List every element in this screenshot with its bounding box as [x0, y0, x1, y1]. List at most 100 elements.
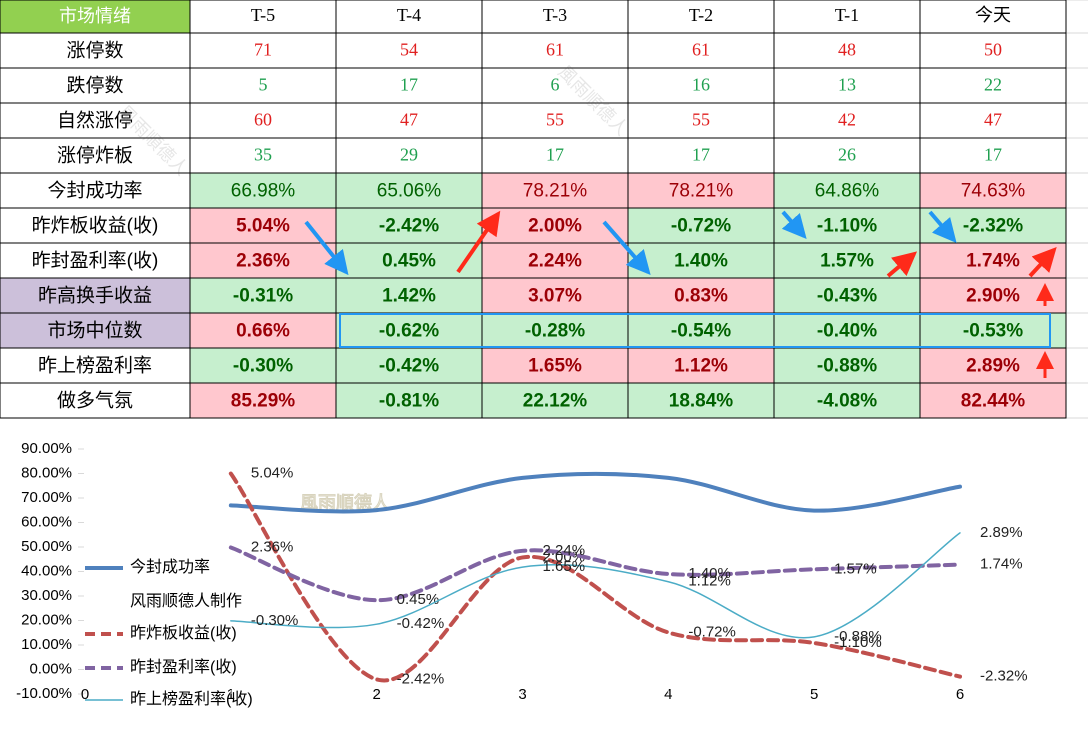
cell-value: 60	[254, 110, 272, 130]
data-label: 1.40%	[688, 565, 731, 582]
row-label: 今封成功率	[47, 180, 142, 202]
arrow	[304, 220, 349, 276]
cell	[627, 207, 775, 244]
row-label-cell	[0, 312, 191, 349]
cell	[481, 347, 629, 384]
y-tick-label: 80.00%	[21, 464, 72, 481]
cell-value: 2.36%	[236, 251, 290, 272]
cell-value: 1.74%	[966, 251, 1020, 272]
cell-value: 1.65%	[528, 356, 582, 377]
y-tick-label: -10.00%	[16, 685, 72, 702]
data-label: 2.24%	[543, 542, 586, 559]
cell-value: 22.12%	[523, 391, 588, 412]
cell	[627, 102, 775, 139]
cell-value: 5.04%	[236, 216, 290, 237]
header-cell	[481, 0, 629, 34]
cell	[481, 102, 629, 139]
cell-value: 29	[400, 145, 418, 165]
cell	[189, 207, 337, 244]
cell	[335, 67, 483, 104]
cell	[627, 67, 775, 104]
cell-value: 82.44%	[961, 391, 1026, 412]
x-tick-label: 5	[810, 686, 818, 703]
data-label: 5.04%	[251, 465, 294, 482]
data-label: 1.74%	[980, 556, 1023, 573]
cell	[481, 32, 629, 69]
y-tick-label: 0.00%	[29, 660, 72, 677]
data-label: -2.42%	[397, 670, 445, 687]
cell-value: -0.31%	[233, 286, 293, 307]
header-label: 今天	[975, 5, 1011, 25]
legend-label: 昨封盈利率(收)	[130, 658, 237, 676]
y-tick-label: 20.00%	[21, 611, 72, 628]
arrow	[456, 210, 501, 274]
cell	[773, 102, 921, 139]
cell-value: 48	[838, 40, 856, 60]
cell-value: 54	[400, 40, 418, 60]
cell-value: -0.62%	[379, 321, 439, 342]
cell	[189, 382, 337, 419]
cell-value: -0.28%	[525, 321, 585, 342]
cell-value: 65.06%	[377, 181, 442, 202]
legend-note: 风雨顺德人制作	[130, 592, 242, 610]
cell-value: -0.42%	[379, 356, 439, 377]
data-label: -0.30%	[251, 612, 299, 629]
arrow	[928, 210, 957, 244]
arrow	[602, 220, 651, 276]
legend-label: 今封成功率	[130, 558, 210, 576]
cell	[627, 347, 775, 384]
cell-value: -0.43%	[817, 286, 877, 307]
cell	[189, 347, 337, 384]
cell-value: -0.81%	[379, 391, 439, 412]
data-label: -0.42%	[397, 615, 445, 632]
cell-value: 17	[546, 145, 564, 165]
cell-value: 47	[400, 110, 418, 130]
cell	[627, 137, 775, 174]
data-label: 2.89%	[980, 524, 1023, 541]
data-label: 1.12%	[688, 573, 731, 590]
x-tick-label: 3	[518, 686, 526, 703]
legend-label: 昨上榜盈利率(收)	[130, 690, 253, 708]
data-label: -0.88%	[834, 628, 882, 645]
cell-value: 26	[838, 145, 856, 165]
arrow	[1028, 247, 1057, 278]
cell	[481, 67, 629, 104]
row-label: 涨停数	[66, 40, 123, 62]
cell	[481, 242, 629, 279]
data-label: 1.57%	[834, 560, 877, 577]
cell-value: -0.30%	[233, 356, 293, 377]
cell-value: -0.54%	[671, 321, 731, 342]
data-label: -0.72%	[688, 623, 736, 640]
cell	[919, 172, 1067, 209]
header-label: T-2	[689, 5, 713, 25]
row-label: 昨上榜盈利率	[38, 355, 152, 377]
cell-value: 0.83%	[674, 286, 728, 307]
header-label: T-3	[543, 5, 567, 25]
cell-value: 42	[838, 110, 856, 130]
chart: 風雨順德人 -10.00% 0.00% 10.00% 20.00% 30.00% 40.0…	[16, 440, 1027, 708]
cell-value: 66.98%	[231, 181, 296, 202]
cell-value: 64.86%	[815, 181, 880, 202]
data-label: 1.65%	[543, 558, 586, 575]
y-tick-label: 30.00%	[21, 587, 72, 604]
cell	[627, 312, 775, 349]
cell-value: 55	[692, 110, 710, 130]
cell-value: -0.53%	[963, 321, 1023, 342]
cell	[919, 67, 1067, 104]
data-label: -2.32%	[980, 668, 1028, 685]
row-label: 跌停数	[66, 75, 123, 97]
cell-value: 3.07%	[528, 286, 582, 307]
row-label: 昨高换手收益	[38, 285, 152, 307]
cell-value: 71	[254, 40, 272, 60]
cell-value: -0.72%	[671, 216, 731, 237]
header-label: T-1	[835, 5, 859, 25]
cell-value: 78.21%	[523, 181, 588, 202]
cell	[773, 347, 921, 384]
row-label: 涨停炸板	[57, 145, 133, 167]
header-label: T-4	[397, 5, 421, 25]
cell	[773, 382, 921, 419]
arrow	[886, 251, 918, 278]
